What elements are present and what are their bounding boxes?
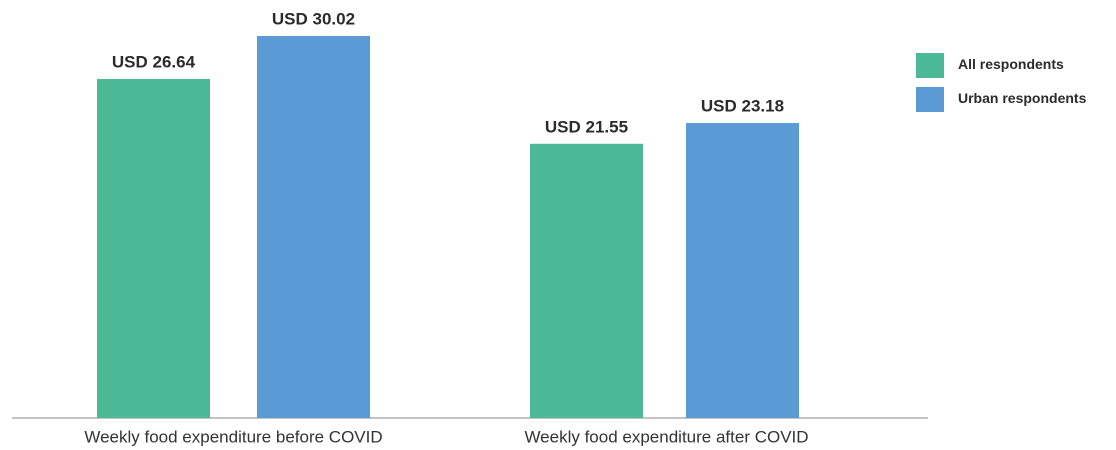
legend-swatch	[916, 53, 944, 78]
value-label: USD 30.02	[272, 9, 355, 28]
value-label: USD 26.64	[112, 52, 196, 71]
bar	[257, 36, 370, 418]
legend-label: All respondents	[958, 56, 1064, 72]
legend-label: Urban respondents	[958, 90, 1087, 106]
bar	[686, 123, 799, 419]
legend-swatch	[916, 87, 944, 112]
bar	[97, 79, 210, 418]
value-label: USD 21.55	[545, 117, 628, 136]
category-label: Weekly food expenditure before COVID	[84, 427, 382, 446]
bar	[530, 143, 643, 418]
category-label: Weekly food expenditure after COVID	[524, 427, 808, 446]
value-label: USD 23.18	[701, 97, 784, 116]
